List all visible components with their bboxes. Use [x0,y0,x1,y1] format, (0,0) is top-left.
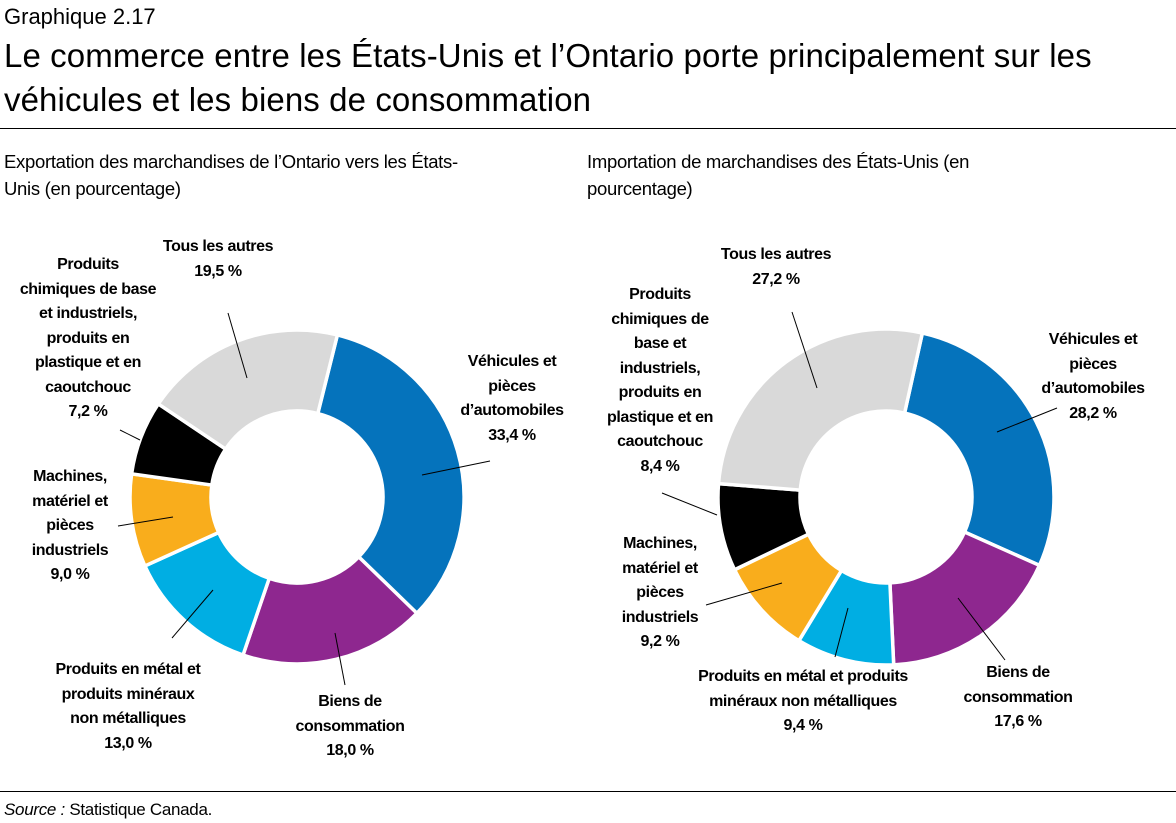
slice-value-label: 33,4 % [488,426,536,444]
source-label: Source : [4,800,65,819]
slice-value-label: 13,0 % [104,734,152,752]
slice-category-label: Biens de consommation [963,664,1073,706]
chart-2-slice-label-1: Véhicules et pièces d’automobiles 28,2 % [1041,328,1145,426]
chart-1-leader-line-4 [117,516,174,527]
chart-2-subtitle: Importation de marchandises des États-Un… [587,151,970,199]
chart-1-leader-line-1 [421,460,491,476]
slice-category-label: Véhicules et pièces d’automobiles [1041,331,1145,397]
slice-value-label: 28,2 % [1069,404,1117,422]
chart-1-slice-6 [155,328,340,452]
chart-1-slice-label-4: Machines, matériel et pièces industriels… [32,465,109,588]
chart-1-slice-label-5: Produits chimiques de base et industriel… [19,253,157,425]
slice-value-label: 18,0 % [326,742,374,759]
slice-value-label: 9,0 % [50,566,90,583]
chart-1-slice-1 [315,332,466,616]
slice-category-label: Produits chimiques de base et industriel… [606,286,714,450]
slice-category-label: Véhicules et pièces d’automobiles [460,353,564,419]
footer-divider [0,791,1176,792]
slice-value-label: 9,4 % [783,717,823,734]
chart-2-slice-label-2: Biens de consommation 17,6 % [964,661,1073,735]
slice-value-label: 27,2 % [752,270,800,288]
chart-2-leader-line-4 [705,582,783,606]
title-divider [0,128,1176,129]
chart-1-slice-label-2: Biens de consommation 18,0 % [296,690,405,764]
chart-1-leader-line-3 [171,589,214,639]
slice-category-label: Produits en métal et produits minéraux n… [55,661,201,727]
chart-2-slice-label-4: Machines, matériel et pièces industriels… [622,532,699,655]
chart-2-leader-line-5 [661,492,718,516]
chart-1-leader-line-2 [334,632,346,686]
slice-category-label: Produits chimiques de base et industriel… [19,256,157,396]
chart-2-slice-label-3: Produits en métal et produits minéraux n… [698,665,908,739]
slice-category-label: Tous les autres [720,246,832,263]
chart-1-subtitle: Exportation des marchandises de l’Ontari… [4,151,458,199]
slice-category-label: Tous les autres [162,238,274,255]
chart-2-leader-line-6 [791,311,818,389]
chart-2-leader-line-2 [957,597,1006,661]
chart-2-leader-line-3 [834,607,849,658]
slice-value-label: 7,2 % [68,403,108,420]
chart-1-slice-label-1: Véhicules et pièces d’automobiles 33,4 % [460,350,564,448]
chart-2-slice-2 [888,529,1042,667]
slice-category-label: Machines, matériel et pièces industriels [621,535,699,626]
slice-value-label: 8,4 % [640,457,680,475]
chart-1-leader-line-5 [119,429,141,441]
slice-value-label: 17,6 % [994,713,1042,730]
chart-kicker: Graphique 2.17 [4,4,156,29]
chart-2-slice-1 [902,330,1056,568]
chart-1-leader-line-6 [227,312,248,379]
slice-category-label: Produits en métal et produits minéraux n… [698,668,908,710]
source-text: Statistique Canada. [64,800,213,819]
page-title: Le commerce entre les États-Unis et l’On… [4,37,1092,118]
chart-1-slice-label-6: Tous les autres 19,5 % [162,235,274,284]
slice-value-label: 9,2 % [640,633,680,650]
source-note: Source : Statistique Canada. [4,800,212,820]
slice-value-label: 19,5 % [194,262,242,280]
chart-1-slice-2 [240,554,420,666]
chart-2-slice-label-6: Tous les autres 27,2 % [720,243,832,292]
slice-category-label: Machines, matériel et pièces industriels [31,468,109,559]
chart-2-slice-label-5: Produits chimiques de base et industriel… [607,283,713,479]
chart-2-leader-line-1 [996,407,1058,433]
slice-category-label: Biens de consommation [295,693,405,735]
chart-1-slice-label-3: Produits en métal et produits minéraux n… [56,658,201,756]
chart-2-slice-6 [716,327,925,493]
